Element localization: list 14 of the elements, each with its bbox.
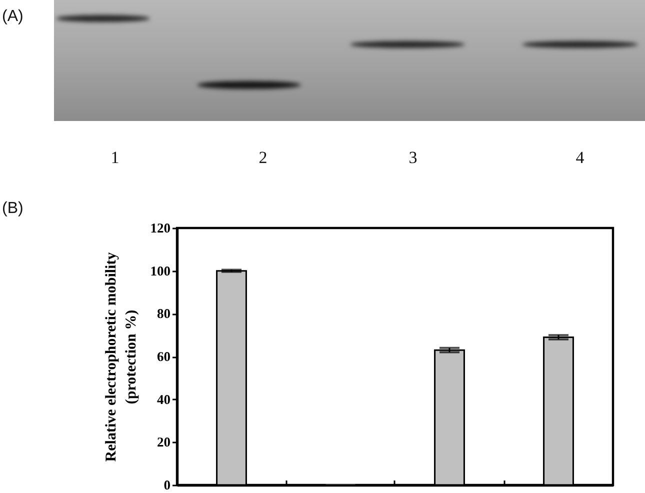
y-tick-label: 0: [164, 478, 171, 492]
y-tick-label: 100: [150, 263, 171, 278]
text: 1: [110, 148, 120, 167]
y-tick-label: 120: [150, 220, 171, 236]
y-axis-title: Relative electrophoretic mobility (protection %): [103, 252, 140, 462]
text: (B): [2, 200, 24, 217]
text: (A): [2, 8, 24, 25]
y-tick-label: 80: [157, 306, 171, 322]
text: 3: [408, 148, 418, 167]
text: 4: [576, 148, 584, 167]
y-tick-label: 40: [157, 392, 171, 407]
y-tick-label: 60: [157, 349, 171, 364]
y-tick-label: 20: [157, 434, 171, 450]
text: 2: [258, 148, 268, 167]
